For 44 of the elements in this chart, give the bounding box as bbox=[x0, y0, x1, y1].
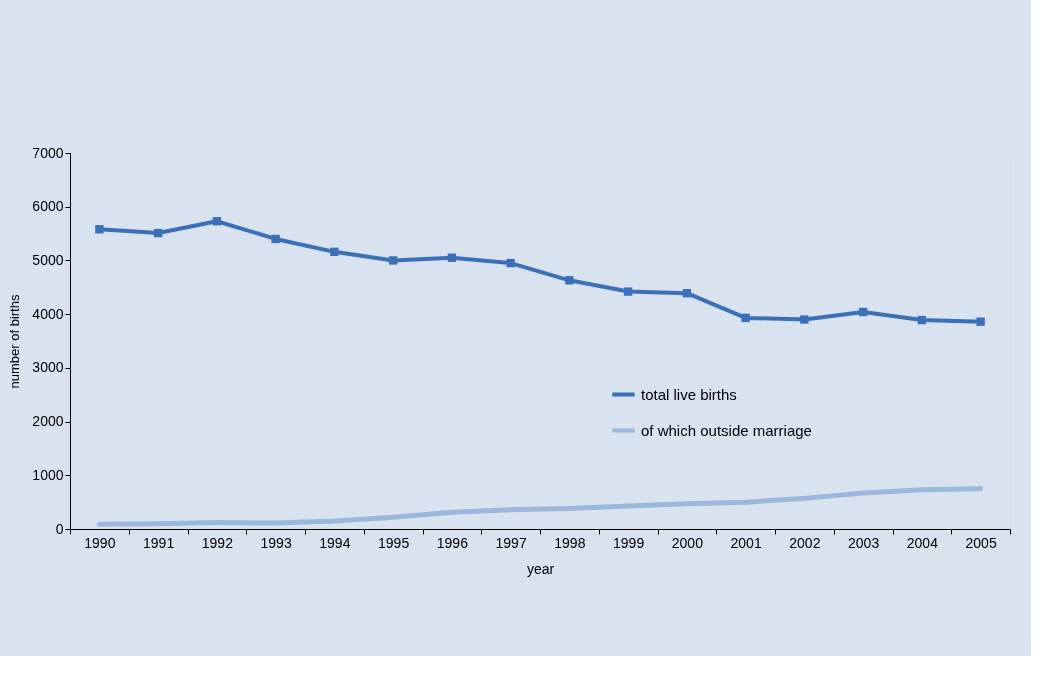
point bbox=[565, 276, 574, 285]
y-axis-title: number of births bbox=[7, 294, 23, 389]
x-tick-label: 1998 bbox=[554, 534, 586, 551]
x-tick-label: 2005 bbox=[965, 534, 997, 551]
x-tick-label: 1996 bbox=[436, 534, 469, 551]
point bbox=[153, 228, 163, 238]
point bbox=[682, 289, 692, 298]
x-axis-title: year bbox=[526, 560, 555, 577]
y-tick-label: 1000 bbox=[32, 466, 64, 483]
point bbox=[976, 317, 985, 326]
y-tick-label: 5000 bbox=[32, 251, 64, 268]
y-tick-label: 0 bbox=[55, 520, 64, 537]
point bbox=[858, 307, 868, 317]
point bbox=[330, 247, 339, 257]
point bbox=[388, 256, 398, 265]
y-tick-label: 2000 bbox=[32, 413, 64, 430]
y-tick-label: 7000 bbox=[32, 144, 64, 161]
y-tick-label: 4000 bbox=[32, 305, 64, 322]
x-tick-label: 2000 bbox=[671, 534, 704, 551]
x-tick-label: 1999 bbox=[613, 534, 645, 551]
x-tick-label: 1991 bbox=[143, 534, 175, 551]
point bbox=[212, 217, 222, 226]
point bbox=[800, 315, 809, 324]
x-tick-label: 1992 bbox=[201, 534, 234, 551]
legend-label: total live births bbox=[641, 385, 737, 403]
point bbox=[95, 225, 104, 234]
point bbox=[271, 234, 280, 244]
x-tick-label: 1995 bbox=[378, 534, 410, 551]
x-tick-label: 1993 bbox=[260, 534, 292, 551]
x-tick-label: 2002 bbox=[789, 534, 821, 551]
point bbox=[506, 258, 515, 268]
y-tick-label: 3000 bbox=[32, 359, 64, 376]
x-tick-label: 2003 bbox=[848, 534, 880, 551]
y-tick-label: 6000 bbox=[32, 198, 64, 215]
point bbox=[917, 315, 927, 325]
legend-label: of which outside marriage bbox=[641, 421, 812, 439]
point bbox=[741, 313, 750, 323]
x-tick-label: 1997 bbox=[495, 534, 527, 551]
x-tick-label: 1990 bbox=[84, 534, 116, 551]
x-tick-label: 2004 bbox=[906, 534, 939, 551]
x-tick-label: 2001 bbox=[730, 534, 762, 551]
point bbox=[623, 287, 633, 296]
x-tick-label: 1994 bbox=[319, 534, 351, 551]
point bbox=[447, 253, 457, 262]
